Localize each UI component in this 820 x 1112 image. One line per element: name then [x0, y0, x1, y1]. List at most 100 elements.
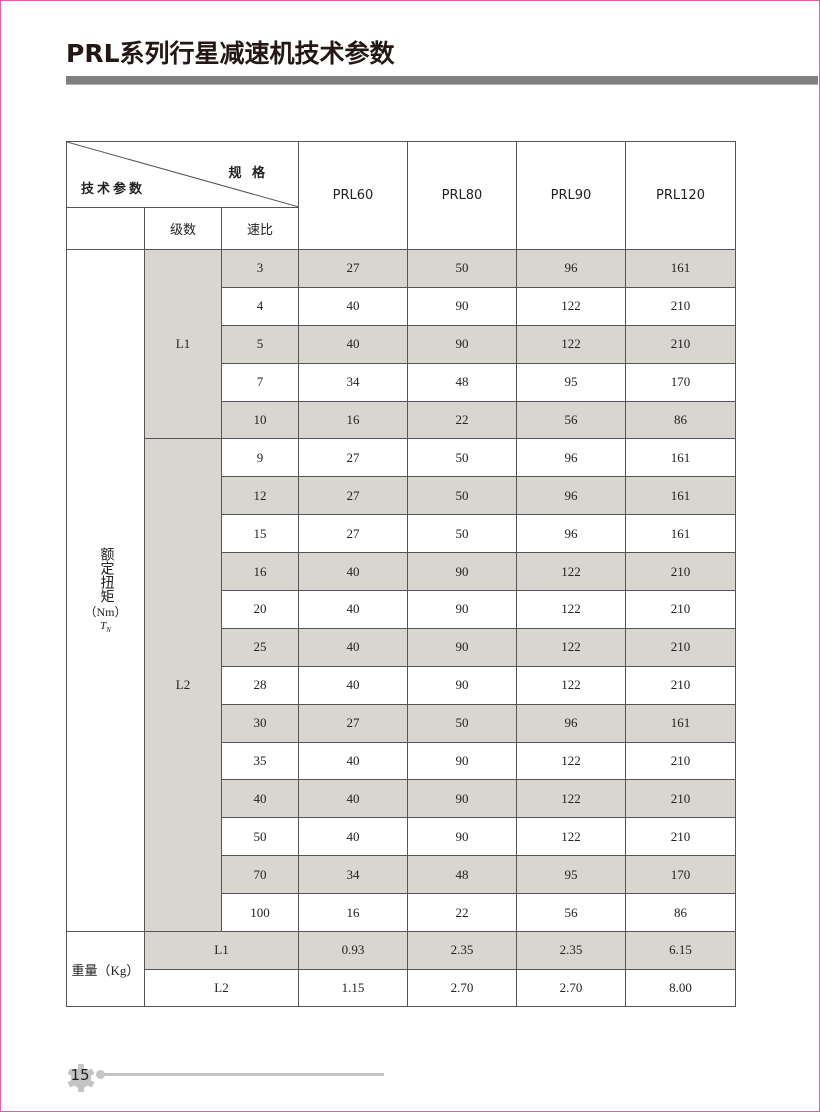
page-title: PRL系列行星减速机技术参数 [66, 39, 395, 68]
header-row: 规 格 技术参数 PRL60 PRL80 PRL90 PRL120 [65, 141, 737, 250]
torque-value: 210 [625, 552, 737, 592]
model-header: PRL90 [516, 141, 627, 250]
torque-value: 210 [625, 590, 737, 629]
weight-value: 2.35 [516, 931, 627, 970]
empty-header-cell [66, 207, 145, 250]
torque-row: 10 16 22 56 86 [67, 400, 737, 440]
spec-label: 规 格 [228, 166, 269, 181]
torque-value: 170 [625, 855, 737, 895]
page-number: 15 [70, 1066, 90, 1084]
ratio-cell: 20 [220, 590, 300, 629]
torque-row: 15 27 50 96 161 [67, 514, 737, 554]
ratio-cell: 5 [220, 324, 300, 364]
torque-unit: （Nm） [84, 604, 127, 619]
stage-cell: L2 [144, 438, 222, 933]
ratio-cell: 35 [220, 741, 300, 781]
torque-value: 40 [298, 665, 409, 705]
torque-row: 4 40 90 122 210 [67, 286, 737, 326]
ratio-cell: 28 [220, 665, 300, 705]
torque-value: 122 [516, 779, 627, 819]
weight-stage: L2 [143, 968, 300, 1008]
torque-value: 210 [625, 817, 737, 857]
ratio-header: 速比 [220, 207, 300, 250]
torque-row: 7 34 48 95 170 [67, 362, 737, 402]
torque-value: 122 [516, 627, 627, 667]
torque-value: 161 [625, 514, 737, 554]
torque-value: 122 [516, 590, 627, 629]
torque-row: 35 40 90 122 210 [67, 741, 737, 781]
torque-value: 34 [298, 855, 409, 895]
ratio-cell: 15 [220, 514, 300, 554]
torque-value: 90 [407, 817, 518, 857]
torque-value: 40 [298, 286, 409, 326]
gear-icon [66, 1064, 96, 1092]
footer-dot [96, 1070, 105, 1079]
torque-value: 34 [298, 362, 409, 402]
torque-row: 20 40 90 122 210 [67, 590, 737, 629]
torque-value: 56 [516, 893, 627, 933]
weight-value: 6.15 [625, 931, 737, 970]
torque-row: 额定扭矩 （Nm） TN L1 3 27 50 96 161 [66, 248, 737, 933]
stage-header: 级数 [144, 207, 222, 250]
subheader-row: 级数 速比 [66, 207, 736, 250]
torque-value: 40 [298, 552, 409, 592]
torque-value: 96 [516, 249, 627, 288]
ratio-cell: 30 [220, 703, 300, 743]
ratio-cell: 3 [220, 249, 300, 288]
torque-value: 96 [516, 703, 627, 743]
title-divider [66, 76, 818, 85]
ratio-cell: 7 [220, 362, 300, 402]
ratio-cell: 100 [220, 893, 300, 933]
torque-value: 161 [625, 703, 737, 743]
torque-value: 210 [625, 324, 737, 364]
torque-value: 210 [625, 741, 737, 781]
torque-value: 170 [625, 362, 737, 402]
torque-value: 27 [298, 514, 409, 554]
torque-value: 40 [298, 779, 409, 819]
torque-value: 50 [407, 249, 518, 288]
weight-label: 重量（Kg） [66, 931, 145, 1008]
model-header: PRL60 [298, 141, 409, 250]
ratio-cell: 70 [220, 855, 300, 895]
torque-value: 122 [516, 817, 627, 857]
torque-value: 27 [298, 438, 409, 478]
torque-value: 90 [407, 286, 518, 326]
weight-row: L2 1.15 2.70 2.70 8.00 [67, 968, 737, 1008]
weight-value: 2.70 [407, 968, 518, 1008]
weight-value: 1.15 [298, 968, 409, 1008]
torque-value: 210 [625, 286, 737, 326]
torque-value: 95 [516, 855, 627, 895]
ratio-cell: 50 [220, 817, 300, 857]
torque-value: 161 [625, 249, 737, 288]
torque-row: 30 27 50 96 161 [67, 703, 737, 743]
torque-value: 50 [407, 476, 518, 516]
torque-value: 161 [625, 438, 737, 478]
torque-value: 48 [407, 362, 518, 402]
torque-value: 90 [407, 627, 518, 667]
ratio-cell: 40 [220, 779, 300, 819]
ratio-cell: 4 [220, 286, 300, 326]
torque-row: 40 40 90 122 210 [67, 779, 737, 819]
torque-value: 50 [407, 438, 518, 478]
torque-value: 90 [407, 324, 518, 364]
model-header: PRL120 [625, 141, 737, 250]
torque-value: 27 [298, 476, 409, 516]
torque-value: 96 [516, 514, 627, 554]
torque-row: L2 9 27 50 96 161 [67, 438, 737, 933]
torque-value: 90 [407, 665, 518, 705]
torque-value: 96 [516, 438, 627, 478]
torque-value: 27 [298, 703, 409, 743]
torque-value: 122 [516, 741, 627, 781]
param-label: 技术参数 [81, 182, 146, 197]
torque-value: 122 [516, 286, 627, 326]
torque-value: 22 [407, 893, 518, 933]
ratio-cell: 9 [220, 438, 300, 478]
diagonal-line [67, 142, 299, 207]
weight-stage: L1 [143, 931, 300, 970]
torque-row: 16 40 90 122 210 [67, 552, 737, 592]
torque-value: 210 [625, 779, 737, 819]
torque-value: 90 [407, 741, 518, 781]
torque-value: 40 [298, 324, 409, 364]
torque-value: 95 [516, 362, 627, 402]
torque-value: 90 [407, 552, 518, 592]
